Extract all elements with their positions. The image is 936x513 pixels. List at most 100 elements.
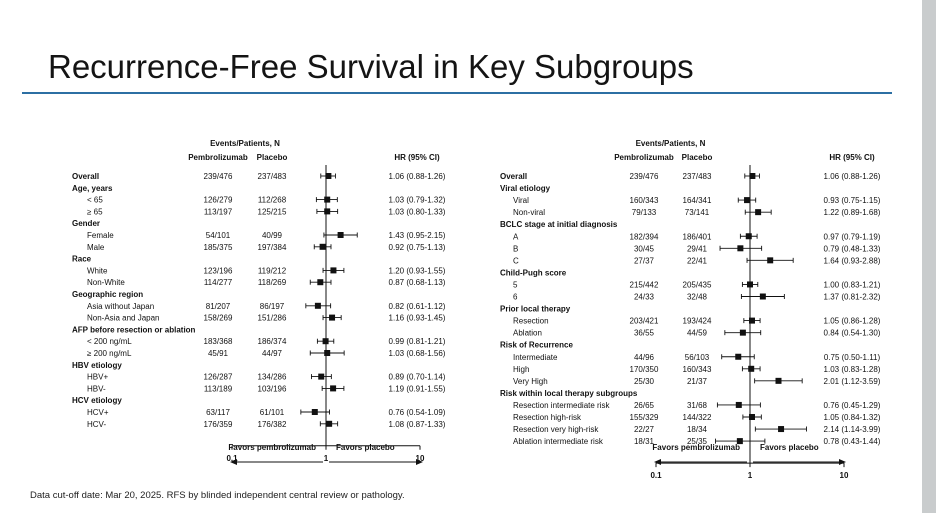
panel2-arm2-value: 25/35 <box>687 437 708 446</box>
panel1-arm1-value: 123/196 <box>204 266 233 275</box>
panel1-hr-value: 1.08 (0.87-1.33) <box>389 420 446 429</box>
panel2-row-label: C <box>513 256 519 265</box>
panel2-hr-point <box>767 257 774 264</box>
panel2-arm1-value: 239/476 <box>630 172 659 181</box>
panel2-hr-point <box>735 353 742 360</box>
panel1-row-label: < 200 ng/mL <box>87 337 132 346</box>
panel1-arm2-value: 112/268 <box>258 196 287 205</box>
panel1-hr-point <box>324 208 331 215</box>
panel2-arm2-value: 56/103 <box>685 353 710 362</box>
panel1-arm1-value: 176/359 <box>204 420 233 429</box>
panel2-row-label: Viral <box>513 196 529 205</box>
panel1-arm1-value: 113/189 <box>204 384 233 393</box>
panel1-arm2-value: 176/382 <box>258 420 287 429</box>
panel1-hr-value: 0.87 (0.68-1.13) <box>389 278 446 287</box>
panel1-row-label: Non-Asia and Japan <box>87 314 160 323</box>
panel1-arm2-value: 61/101 <box>260 408 285 417</box>
panel2-arm1-value: 215/442 <box>630 280 659 289</box>
panel1-arm1-value: 185/375 <box>204 243 233 252</box>
panel1-hr-point <box>311 409 318 415</box>
panel2-hr-value: 0.97 (0.79-1.19) <box>824 232 881 241</box>
panel2-arm2-value: 237/483 <box>683 172 712 181</box>
panel1-arm1-value: 126/279 <box>204 196 233 205</box>
panel1-favors-right-arrowhead <box>416 459 423 465</box>
panel1-hr-header: HR (95% CI) <box>394 153 440 162</box>
panel1-row-label: < 65 <box>87 196 103 205</box>
panel1-group-header: Age, years <box>72 184 113 193</box>
panel1-hr-point <box>337 232 344 238</box>
panel1-hr-value: 0.92 (0.75-1.13) <box>389 243 446 252</box>
panel2-hr-value: 2.14 (1.14-3.99) <box>824 425 881 434</box>
panel1-arm2-value: 237/483 <box>258 172 287 181</box>
panel1-hr-point <box>330 267 337 274</box>
panel1-tick-label: 1 <box>324 454 329 463</box>
panel2-arm2-value: 18/34 <box>687 425 708 434</box>
panel2-arm1-value: 182/394 <box>630 232 659 241</box>
panel1-hr-point <box>317 279 324 286</box>
panel2-arm2-value: 164/341 <box>683 196 712 205</box>
panel2-arm1-value: 27/37 <box>634 256 655 265</box>
panel1-row-label: Asia without Japan <box>87 302 154 311</box>
panel2-hr-point <box>745 233 752 240</box>
panel1-group-header: HBV etiology <box>72 361 122 370</box>
panel2-row-label: Overall <box>500 172 527 181</box>
panel1-hr-point <box>326 420 333 427</box>
panel1-hr-value: 1.43 (0.95-2.15) <box>389 231 446 240</box>
panel1-arm2-value: 118/269 <box>258 278 287 287</box>
slide-edge <box>922 0 936 513</box>
panel2-arm2-value: 44/59 <box>687 329 708 338</box>
panel1-row-label: HBV- <box>87 384 106 393</box>
panel2-hr-point <box>748 414 755 420</box>
panel2-arm2-value: 205/435 <box>683 280 712 289</box>
panel1-favors-left-arrowhead <box>230 459 237 465</box>
panel2-row-label: Resection high-risk <box>513 413 582 422</box>
panel2-arm2-value: 32/48 <box>687 293 708 302</box>
panel2-tick-label: 1 <box>748 471 753 480</box>
panel1-arm2-value: 86/197 <box>260 302 285 311</box>
panel1-hr-value: 1.03 (0.68-1.56) <box>389 349 446 358</box>
panel1-row-label: Male <box>87 243 105 252</box>
panel1-hr-point <box>322 338 329 345</box>
panel2-tick-label: 0.1 <box>650 471 662 480</box>
panel2-hr-point <box>737 245 744 252</box>
panel1-arm2-value: 151/286 <box>258 314 287 323</box>
panel2-hr-point <box>778 426 785 433</box>
panel2-row-label: Ablation <box>513 329 542 338</box>
panel1-arm1-value: 81/207 <box>206 302 231 311</box>
panel1-row-label: White <box>87 266 108 275</box>
panel1-row-label: HCV+ <box>87 408 109 417</box>
panel1-hr-value: 0.76 (0.54-1.09) <box>389 408 446 417</box>
panel1-hr-point <box>318 373 325 380</box>
panel2-arm2-value: 73/141 <box>685 208 710 217</box>
panel1-group-header: AFP before resection or ablation <box>72 325 196 334</box>
panel1-arm1-value: 45/91 <box>208 349 229 358</box>
panel2-arm1-value: 26/65 <box>634 401 655 410</box>
panel2-favors-left-arrowhead <box>654 459 661 465</box>
panel2-hr-value: 2.01 (1.12-3.59) <box>824 377 881 386</box>
panel1-arm2-value: 119/212 <box>258 266 287 275</box>
panel1-row-label: HCV- <box>87 420 106 429</box>
panel1-hr-point <box>319 243 326 250</box>
panel1-hr-value: 1.19 (0.91-1.55) <box>389 384 446 393</box>
panel2-hr-value: 0.76 (0.45-1.29) <box>824 401 881 410</box>
panel2-hr-point <box>749 173 756 179</box>
panel2-arm2-value: 160/343 <box>683 365 712 374</box>
panel2-arm2-value: 186/401 <box>683 232 712 241</box>
panel2-hr-value: 1.37 (0.81-2.32) <box>824 293 881 302</box>
panel2-arm1-value: 36/55 <box>634 329 655 338</box>
panel2-arm2-value: 22/41 <box>687 256 708 265</box>
panel1-group-header: Gender <box>72 219 100 228</box>
panel2-hr-point <box>736 438 743 445</box>
panel1-hr-point <box>314 302 321 309</box>
panel1-arm1-value: 158/269 <box>204 314 233 323</box>
panel2-hr-value: 1.22 (0.89-1.68) <box>824 208 881 217</box>
slide-title: Recurrence-Free Survival in Key Subgroup… <box>48 48 694 85</box>
panel2-favors-right-label: Favors placebo <box>760 443 819 452</box>
panel2-arm1-value: 79/133 <box>632 208 657 217</box>
panel2-favors-right-arrowhead <box>839 459 846 465</box>
panel2-hr-point <box>748 317 755 324</box>
panel2-hr-value: 0.78 (0.43-1.44) <box>824 437 881 446</box>
panel2-arm2-value: 144/322 <box>683 413 712 422</box>
